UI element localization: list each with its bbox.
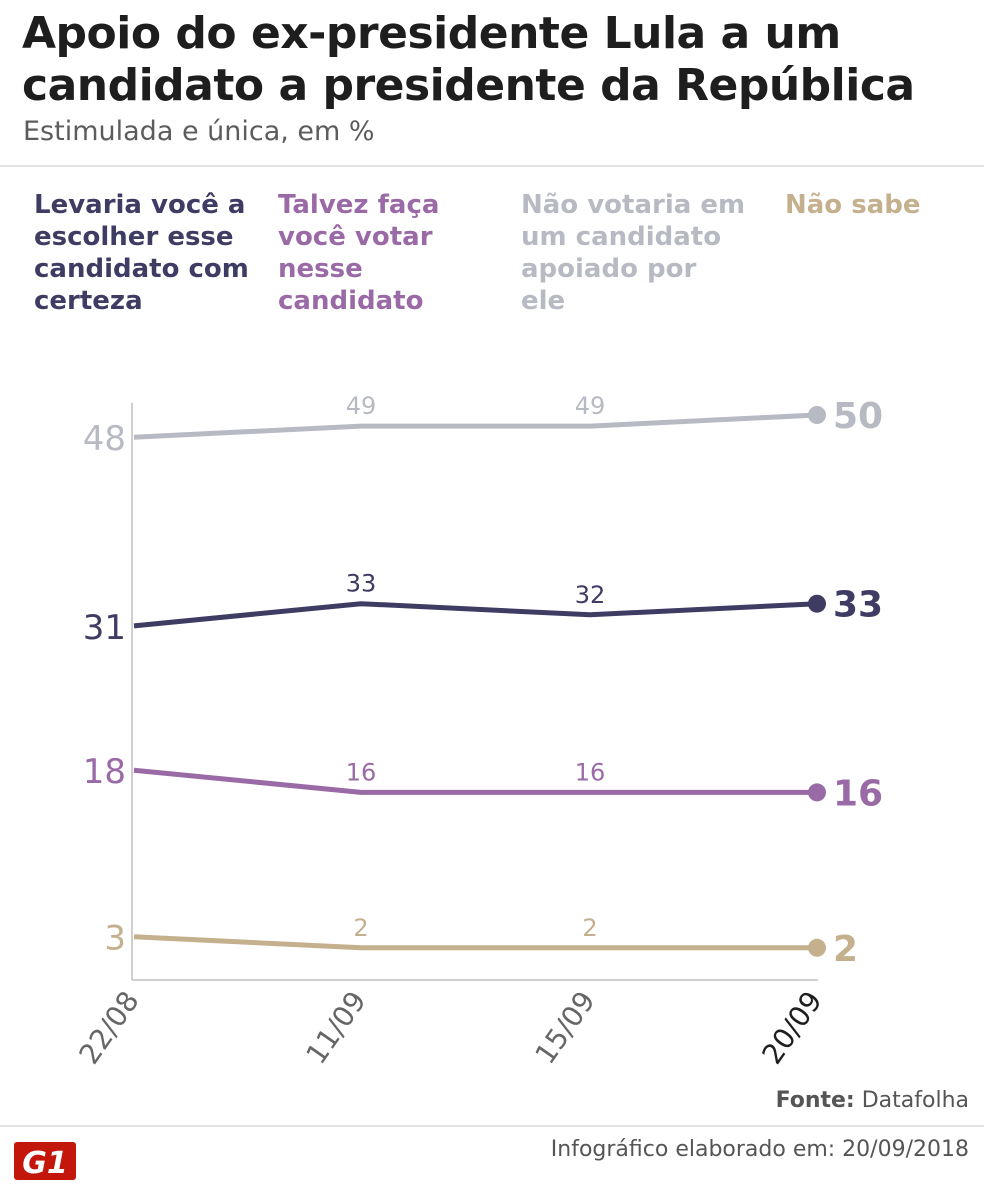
series-line-3 <box>133 934 817 951</box>
source-label: Fonte: <box>775 1088 855 1113</box>
series-line-0 <box>133 412 818 440</box>
chart-subtitle: Estimulada e única, em % <box>23 116 375 147</box>
series-end-point-0 <box>808 406 826 424</box>
series-end-point-1 <box>808 594 826 613</box>
legend-nao-votaria: Não votaria em um candidato apoiado por … <box>521 190 746 316</box>
start-value-label: 48 <box>83 419 126 459</box>
start-value-label: 3 <box>104 919 126 959</box>
data-label: 2 <box>353 914 368 942</box>
series-end-point-3 <box>808 938 826 957</box>
end-value-label: 2 <box>833 929 858 970</box>
source-note: Fonte: Datafolha <box>776 1088 969 1113</box>
data-label: 16 <box>575 758 606 786</box>
legend-certeza: Levaria você a escolher esse candidato c… <box>34 190 249 316</box>
g1-logo-text: G1 <box>22 1146 68 1181</box>
end-value-label: 50 <box>833 396 883 437</box>
end-value-label: 33 <box>833 585 883 626</box>
end-value-label: 16 <box>833 773 883 814</box>
legend-nao-sabe: Não sabe <box>785 190 921 220</box>
source-value: Datafolha <box>861 1088 969 1113</box>
credit-note: Infográfico elaborado em: 20/09/2018 <box>550 1137 969 1162</box>
x-tick-label: 11/09 <box>299 985 372 1070</box>
series-end-point-2 <box>808 783 826 802</box>
x-tick-label: 22/08 <box>72 985 145 1070</box>
series-line-2 <box>133 767 817 795</box>
data-label: 2 <box>582 914 597 942</box>
data-label: 33 <box>346 570 377 598</box>
x-tick-label: 20/09 <box>755 985 828 1070</box>
g1-logo: G1 <box>14 1142 76 1181</box>
g1-logo-background <box>14 1142 76 1180</box>
start-value-label: 31 <box>83 608 126 648</box>
start-value-label: 18 <box>83 752 126 792</box>
top-divider <box>0 165 984 167</box>
data-label: 16 <box>346 758 377 786</box>
data-label: 49 <box>346 392 377 420</box>
x-tick-label: 15/09 <box>528 985 601 1070</box>
bottom-divider <box>0 1125 984 1127</box>
series-line-1 <box>133 601 818 629</box>
data-label: 32 <box>575 581 606 609</box>
data-label: 49 <box>575 392 606 420</box>
chart-title: Apoio do ex-presidente Lula a um candida… <box>22 8 915 111</box>
legend-talvez: Talvez faça você votar nesse candidato <box>278 190 440 316</box>
